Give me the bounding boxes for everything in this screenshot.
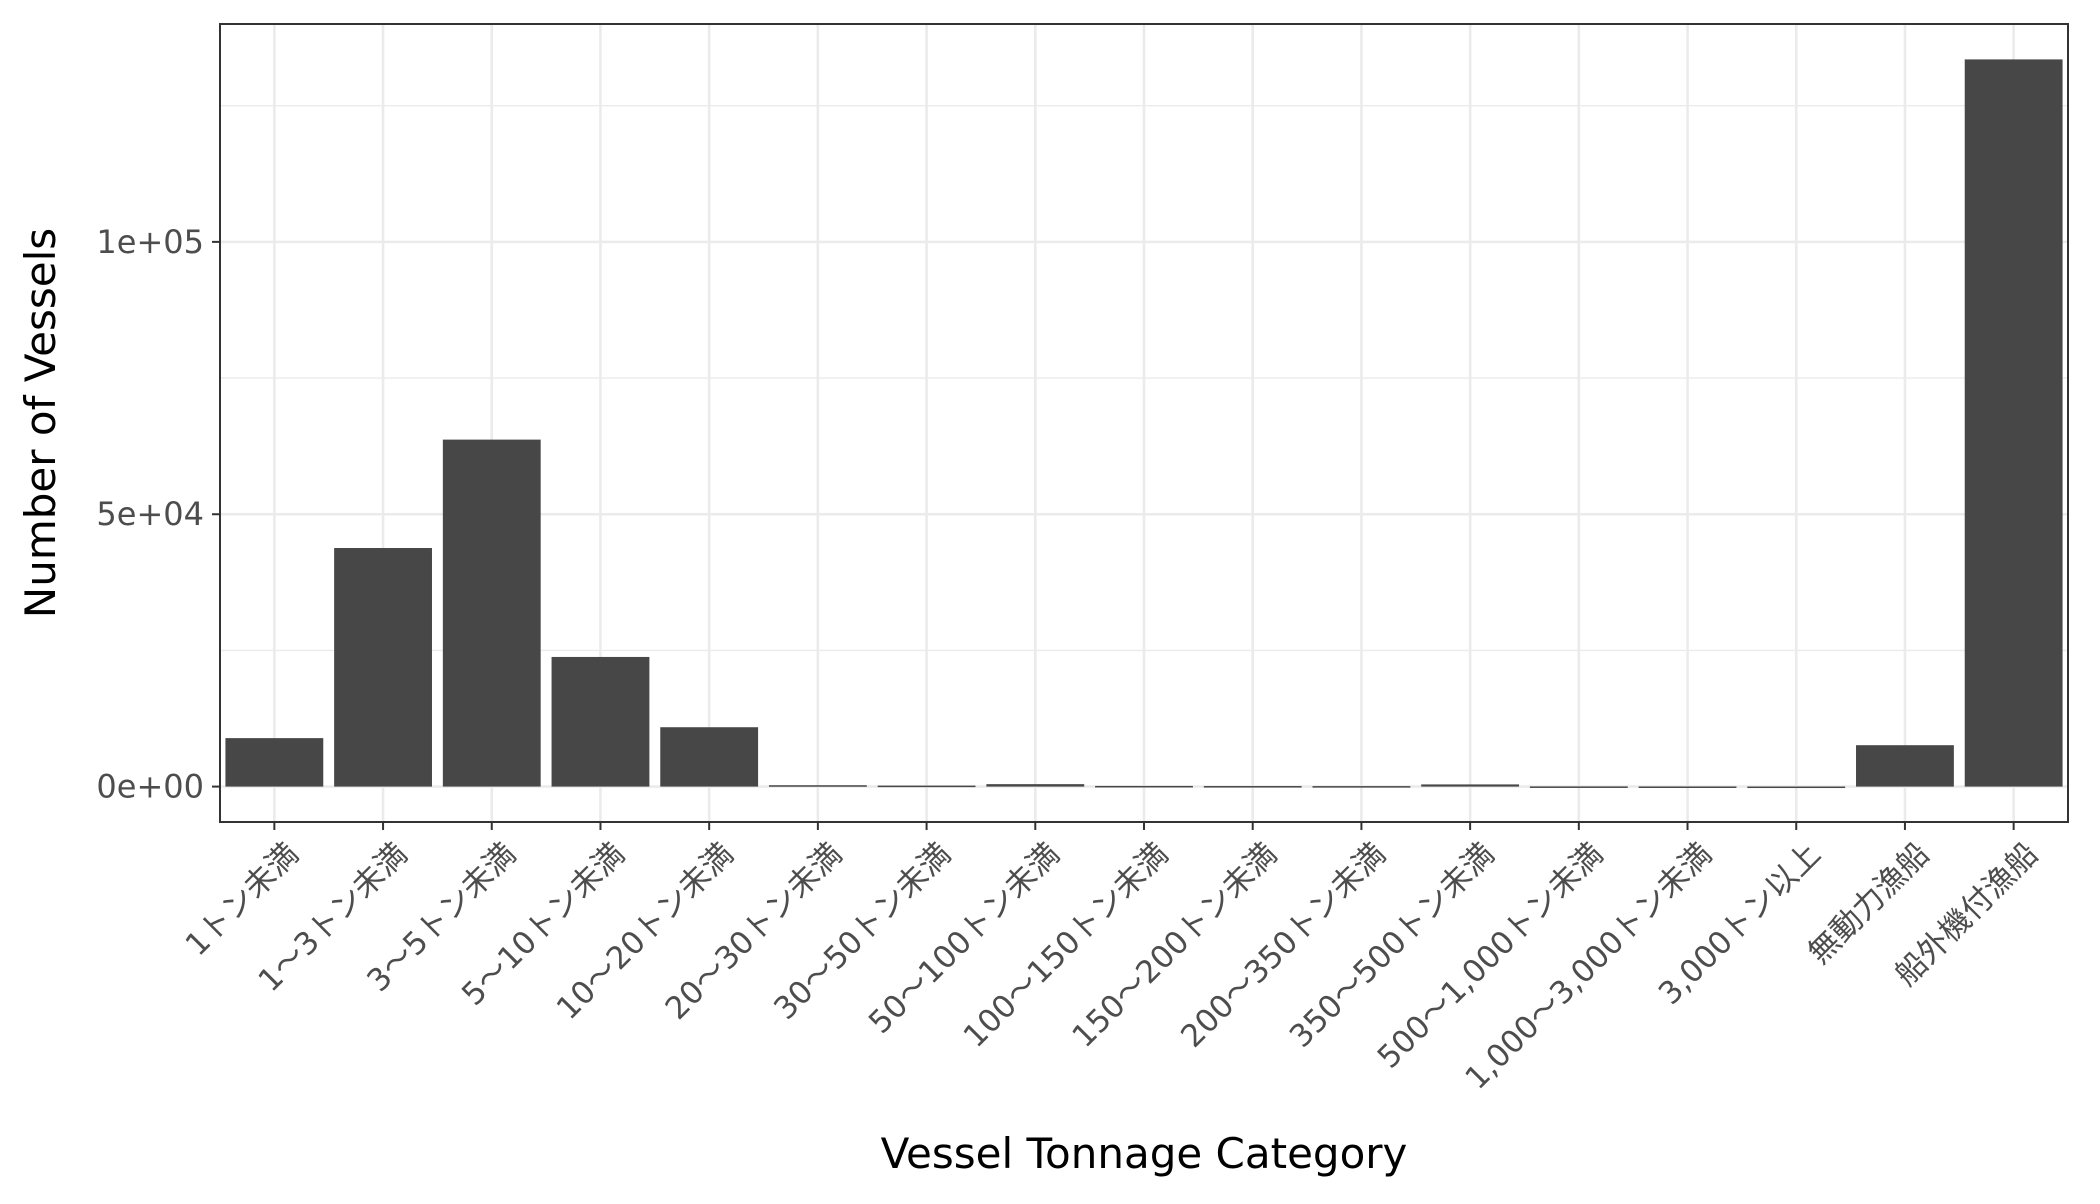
- x-tick-label: 200～350トン未満: [1174, 836, 1393, 1055]
- bar: [334, 548, 432, 787]
- bar: [1312, 786, 1411, 788]
- bar: [768, 785, 867, 787]
- y-tick-label: 5e+04: [96, 495, 204, 533]
- x-tick-label: 350～500トン未満: [1283, 836, 1502, 1055]
- x-tick-label: 100～150トン未満: [957, 836, 1176, 1055]
- x-tick-label: 150～200トン未満: [1065, 836, 1284, 1055]
- y-axis-title: Number of Vessels: [16, 228, 65, 618]
- x-axis-title: Vessel Tonnage Category: [881, 1129, 1408, 1178]
- y-tick-label: 1e+05: [96, 223, 204, 261]
- bar: [1856, 745, 1954, 787]
- bar: [1421, 784, 1520, 787]
- bar: [1964, 59, 2063, 787]
- bar: [986, 784, 1085, 787]
- bar: [225, 738, 324, 787]
- bar: [1747, 786, 1846, 789]
- bar: [1529, 786, 1628, 788]
- bar: [1638, 786, 1737, 788]
- y-tick-label: 0e+00: [96, 768, 204, 806]
- bar: [877, 785, 976, 788]
- bar: [551, 656, 650, 787]
- bar: [660, 727, 759, 787]
- bar: [442, 439, 541, 787]
- bars: [225, 59, 2063, 789]
- x-tick-label: 50～100トン未満: [862, 836, 1067, 1041]
- bar: [1095, 785, 1193, 788]
- bar: [1203, 786, 1302, 788]
